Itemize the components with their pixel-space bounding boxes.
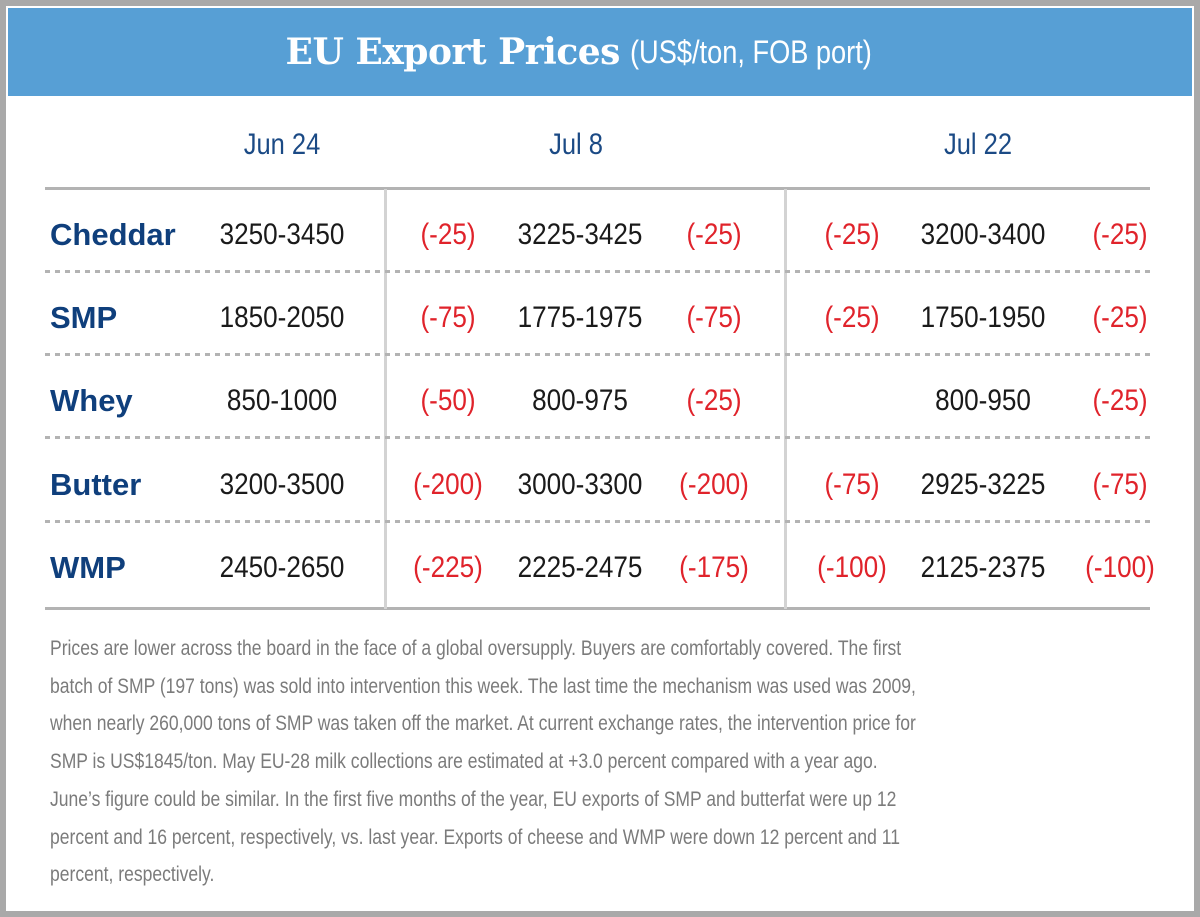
product-name: Cheddar (50, 217, 176, 252)
price-range: 3250-3450 (219, 218, 345, 251)
product-name: SMP (50, 300, 118, 335)
price-change: (-25) (1092, 384, 1148, 417)
column-header-jun24: Jun 24 (243, 128, 321, 161)
price-range: 2225-2475 (517, 551, 643, 584)
price-change: (-75) (686, 301, 742, 334)
price-change: (-75) (420, 301, 476, 334)
product-name: WMP (50, 550, 126, 585)
column-header-jul8: Jul 8 (549, 128, 603, 161)
product-name: Butter (50, 467, 142, 502)
price-change: (-75) (824, 468, 880, 501)
price-change: (-25) (824, 301, 880, 334)
price-change: (-225) (413, 551, 483, 584)
commentary-line: batch of SMP (197 tons) was sold into in… (50, 674, 916, 698)
price-change: (-100) (817, 551, 887, 584)
price-change: (-100) (1085, 551, 1155, 584)
row-separator (45, 436, 1150, 439)
title: EU Export Prices (285, 31, 621, 73)
price-range: 1850-2050 (219, 301, 345, 334)
row-separator (45, 270, 1150, 273)
price-range: 3200-3500 (219, 468, 345, 501)
price-range: 3200-3400 (920, 218, 1046, 251)
column-header-jul22: Jul 22 (943, 128, 1013, 161)
product-name: Whey (50, 383, 133, 418)
header-banner: EU Export Prices (US$/ton, FOB port) (8, 8, 1192, 96)
price-range: 1775-1975 (517, 301, 643, 334)
commentary-line: percent and 16 percent, respectively, vs… (50, 825, 900, 849)
row-separator (45, 520, 1150, 523)
commentary-line: June’s figure could be similar. In the f… (50, 787, 897, 811)
price-change: (-175) (679, 551, 749, 584)
commentary-line: when nearly 260,000 tons of SMP was take… (50, 712, 916, 736)
price-change: (-25) (420, 218, 476, 251)
commentary-line: percent, respectively. (50, 863, 215, 887)
price-change: (-200) (413, 468, 483, 501)
subtitle: (US$/ton, FOB port) (629, 33, 872, 70)
table-bottom-rule (45, 607, 1150, 610)
price-change: (-50) (420, 384, 476, 417)
price-change: (-25) (686, 218, 742, 251)
price-change: (-25) (1092, 218, 1148, 251)
price-range: 2925-3225 (920, 468, 1046, 501)
price-range: 2450-2650 (219, 551, 345, 584)
price-range: 850-1000 (226, 384, 338, 417)
commentary-line: SMP is US$1845/ton. May EU-28 milk colle… (50, 750, 878, 774)
price-change: (-25) (686, 384, 742, 417)
price-range: 800-975 (532, 384, 628, 417)
price-range: 2125-2375 (920, 551, 1046, 584)
price-range: 3225-3425 (517, 218, 643, 251)
price-range: 800-950 (935, 384, 1031, 417)
table-top-rule (45, 187, 1150, 190)
price-range: 1750-1950 (920, 301, 1046, 334)
price-change: (-200) (679, 468, 749, 501)
price-change: (-75) (1092, 468, 1148, 501)
column-divider (784, 189, 787, 609)
commentary-line: Prices are lower across the board in the… (50, 637, 902, 660)
price-change: (-25) (1092, 301, 1148, 334)
price-range: 3000-3300 (517, 468, 643, 501)
commentary: Prices are lower across the board in the… (50, 630, 1102, 894)
price-change: (-25) (824, 218, 880, 251)
row-separator (45, 353, 1150, 356)
column-divider (384, 189, 387, 609)
